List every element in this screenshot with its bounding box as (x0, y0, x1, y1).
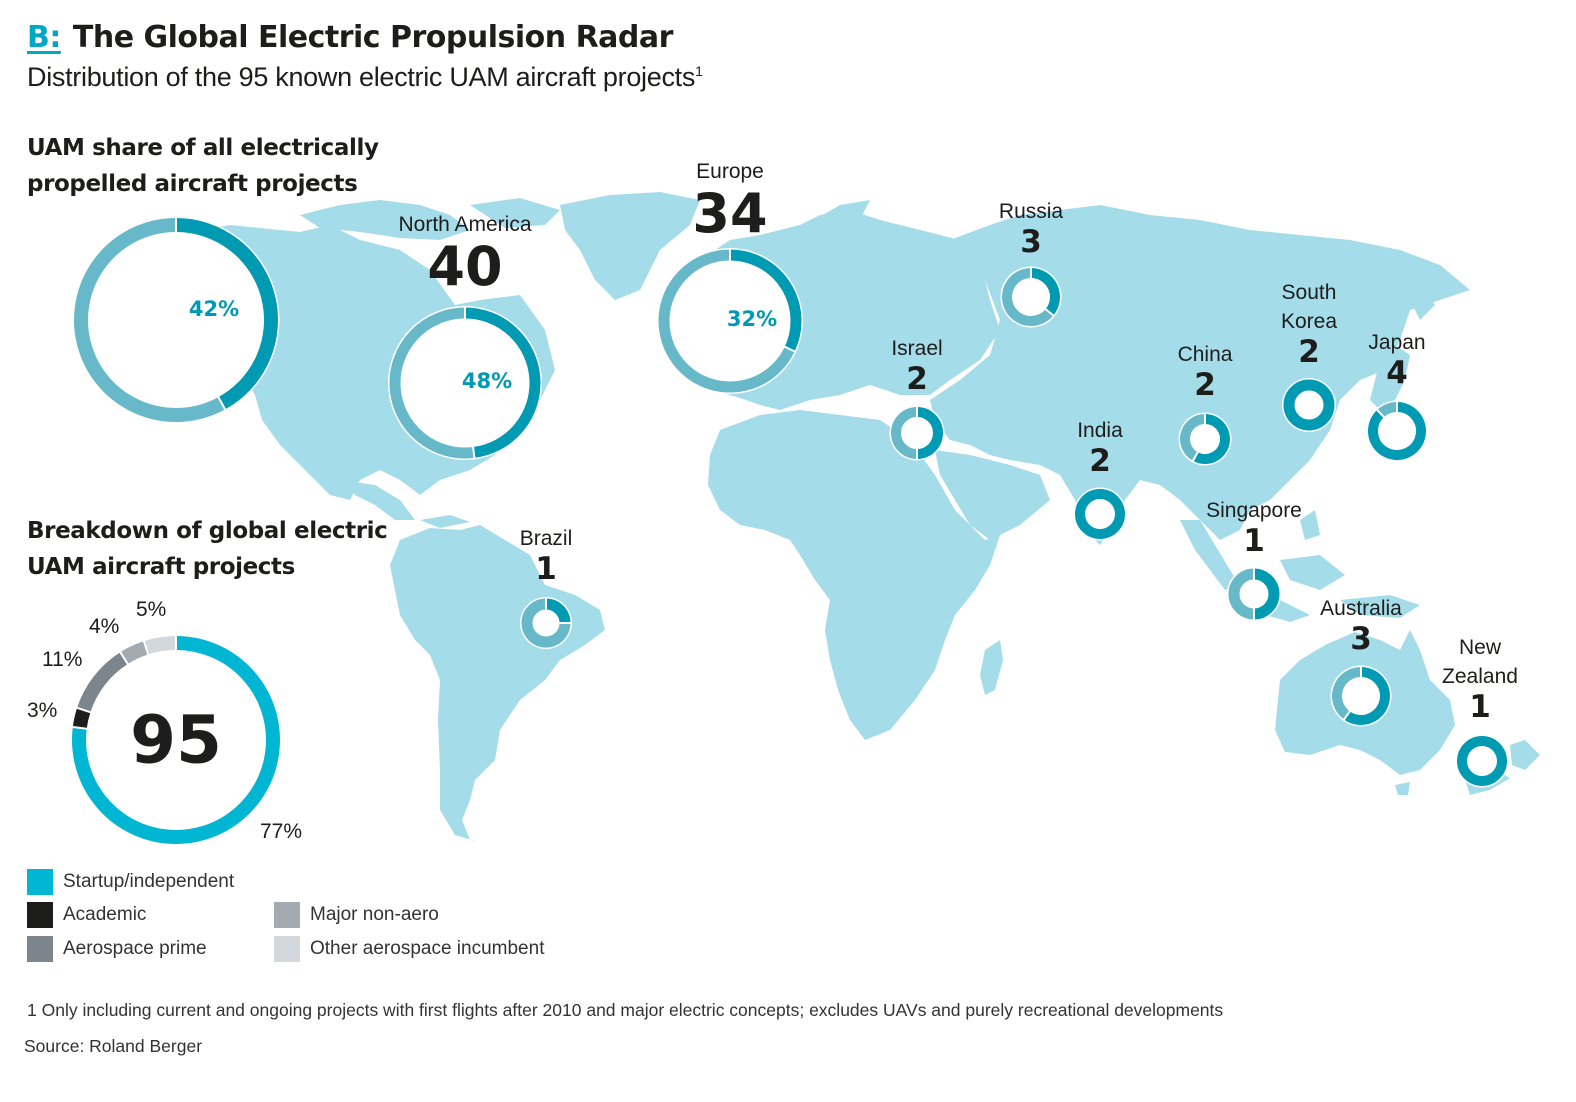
global-share-label: 42% (188, 297, 240, 321)
legend-item-academic: Academic (27, 902, 146, 928)
chart-subtitle: Distribution of the 95 known electric UA… (27, 62, 703, 93)
region-label-singapore: Singapore 1 (1206, 496, 1302, 557)
region-name: India (1077, 419, 1123, 442)
region-count: 4 (1386, 355, 1408, 391)
footnote: 1 Only including current and ongoing pro… (27, 1000, 1224, 1020)
region-label-new-zealand: New Zealand 1 (1442, 633, 1518, 723)
region-ring-europe (657, 248, 803, 394)
region-count: 1 (535, 551, 557, 587)
region-ring-russia (1000, 266, 1062, 328)
region-label-australia: Australia 3 (1320, 594, 1402, 655)
region-count: 2 (1298, 334, 1320, 370)
region-label-brazil: Brazil 1 (520, 524, 573, 585)
region-ring-australia (1330, 665, 1392, 727)
region-label-south-korea: South Korea 2 (1281, 278, 1337, 368)
region-ring-china (1178, 412, 1232, 466)
breakdown-pct-startup: 77% (260, 820, 303, 843)
region-count: 3 (1350, 621, 1372, 657)
region-ring-south-korea (1282, 378, 1336, 432)
region-label-israel: Israel 2 (891, 334, 942, 395)
region-name: Israel (891, 337, 943, 360)
region-label-europe: Europe 34 (692, 157, 767, 242)
region-label-russia: Russia 3 (999, 197, 1063, 258)
breakdown-pct-academic: 3% (27, 699, 58, 722)
global-share-ring (72, 216, 280, 424)
breakdown-ring (70, 634, 282, 846)
legend-swatch (274, 902, 300, 928)
chart-title-text: The Global Electric Propulsion Radar (72, 20, 674, 55)
legend-swatch (27, 902, 53, 928)
legend-swatch (27, 936, 53, 962)
region-count: 1 (1469, 689, 1491, 725)
legend-item-startup: Startup/independent (27, 869, 234, 895)
region-ring-north-america (388, 306, 542, 460)
footnote-marker: 1 (695, 63, 703, 79)
region-count: 1 (1243, 523, 1265, 559)
region-count: 40 (427, 235, 503, 298)
region-ring-new-zealand (1455, 734, 1509, 788)
region-count: 2 (906, 361, 928, 397)
chart-title: B: The Global Electric Propulsion Radar (27, 20, 673, 55)
region-share-label-europe: 32% (726, 307, 778, 331)
uam-share-heading: UAM share of all electrically propelled … (27, 135, 379, 197)
legend-item-major-non-aero: Major non-aero (274, 902, 439, 928)
chart-subtitle-text: Distribution of the 95 known electric UA… (27, 62, 696, 92)
region-name: Japan (1368, 331, 1426, 354)
breakdown-pct-major-non-aero: 4% (89, 615, 120, 638)
legend-label: Startup/independent (63, 871, 235, 892)
region-name: Singapore (1206, 499, 1302, 522)
legend-label: Aerospace prime (63, 938, 207, 959)
region-label-north-america: North America 40 (398, 210, 531, 295)
breakdown-total: 95 (130, 701, 222, 779)
breakdown-heading: Breakdown of global electric UAM aircraf… (27, 518, 388, 580)
legend-label: Major non-aero (310, 904, 439, 925)
region-ring-singapore (1227, 567, 1281, 621)
legend-item-other-incumbent: Other aerospace incumbent (274, 936, 544, 962)
region-label-india: India 2 (1077, 416, 1123, 477)
legend-item-aerospace-prime: Aerospace prime (27, 936, 207, 962)
region-count: 3 (1020, 224, 1042, 260)
region-label-china: China 2 (1178, 340, 1233, 401)
legend-label: Other aerospace incumbent (310, 938, 545, 959)
breakdown-pct-other-incumbent: 5% (136, 598, 167, 621)
region-name: New Zealand (1442, 636, 1518, 688)
region-name: South Korea (1280, 281, 1338, 333)
source-note: Source: Roland Berger (24, 1036, 203, 1056)
legend-swatch (27, 869, 53, 895)
region-name: Russia (998, 200, 1064, 223)
region-count: 2 (1089, 443, 1111, 479)
region-name: China (1177, 343, 1233, 366)
region-name: Brazil (519, 527, 573, 550)
region-count: 34 (692, 182, 768, 245)
legend-label: Academic (63, 904, 147, 925)
region-share-label-north-america: 48% (461, 369, 513, 393)
region-count: 2 (1194, 367, 1216, 403)
region-label-japan: Japan 4 (1368, 328, 1425, 389)
breakdown-pct-aerospace-prime: 11% (42, 648, 83, 671)
legend-swatch (274, 936, 300, 962)
region-name: Europe (696, 160, 764, 183)
donut-rings (70, 216, 1509, 846)
region-name: North America (398, 213, 532, 236)
region-ring-israel (889, 405, 945, 461)
chart-letter: B: (27, 20, 61, 55)
region-ring-japan (1366, 400, 1428, 462)
world-map-land (95, 192, 1540, 842)
region-ring-brazil (520, 597, 572, 649)
region-name: Australia (1320, 597, 1402, 620)
region-ring-india (1073, 487, 1127, 541)
